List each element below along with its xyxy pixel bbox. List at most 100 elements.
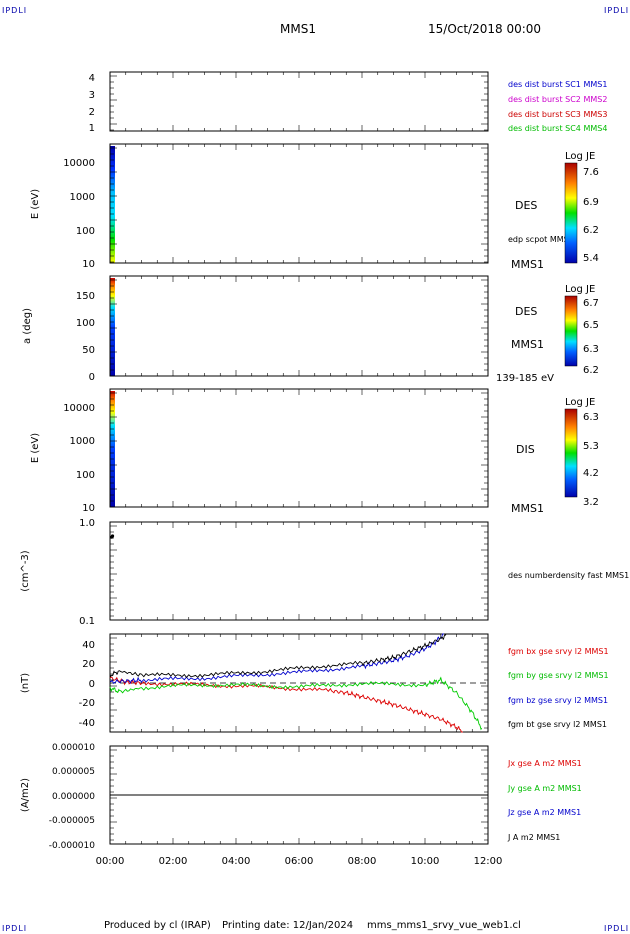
legend-burst-sc1: des dist burst SC1 MMS1 <box>508 80 607 89</box>
des-pitch-side-label: MMS1 <box>511 338 544 351</box>
colorbar-1-tick-6.9: 6.9 <box>583 197 599 208</box>
dis-energy-tick-1000: 1000 <box>70 436 95 447</box>
burst-tick-3: 3 <box>89 90 95 101</box>
des-pitch-tick-150: 150 <box>76 291 95 302</box>
bt-line <box>109 633 447 679</box>
dis-energy-tick-10: 10 <box>82 503 95 514</box>
bfield-tick-minus20: -20 <box>79 698 95 709</box>
des-energy-label: DES <box>515 199 537 212</box>
legend-by: fgm by gse srvy l2 MMS1 <box>508 671 609 680</box>
panel-current: (A/m2) 0.000010 0.000005 0.000000 -0.000… <box>20 743 582 867</box>
legend-burst-sc3: des dist burst SC3 MMS3 <box>508 110 607 119</box>
panel-dis-energy: E (eV) 10000 1000 100 10 DIS MMS1 Log JE… <box>30 388 599 515</box>
burst-tick-4: 4 <box>89 73 95 84</box>
current-tick-minus0.000005: -0.000005 <box>49 816 95 826</box>
des-energy-tick-10000: 10000 <box>63 158 95 169</box>
xtick-0000: 00:00 <box>96 856 125 867</box>
bfield-tick-20: 20 <box>82 659 95 670</box>
colorbar-1-tick-6.2: 6.2 <box>583 225 599 236</box>
colorbar-1 <box>564 162 578 264</box>
bfield-lines <box>109 633 488 733</box>
xtick-0600: 06:00 <box>285 856 314 867</box>
legend-jy: Jy gse A m2 MMS1 <box>507 784 582 793</box>
current-tick-0.000010: 0.000010 <box>52 743 95 753</box>
current-tick-0.000000: 0.000000 <box>52 792 95 802</box>
colorbar-3-title: Log JE <box>565 397 595 408</box>
current-ylabel: (A/m2) <box>20 778 31 812</box>
bfield-tick-40: 40 <box>82 640 95 651</box>
des-energy-side-label: MMS1 <box>511 258 544 271</box>
dis-energy-label: DIS <box>516 443 535 456</box>
footer-file-name: mms_mms1_srvy_vue_web1.cl <box>367 920 521 931</box>
des-pitch-data-strip <box>110 278 115 376</box>
panel-des-pitch-frame <box>109 275 489 377</box>
panel-des-energy-frame <box>109 143 489 264</box>
des-pitch-ylabel: a (deg) <box>22 308 33 344</box>
bfield-ylabel: (nT) <box>20 673 31 693</box>
colorbar-1-tick-7.6: 7.6 <box>583 167 599 178</box>
panel-dis-energy-frame <box>109 388 489 508</box>
legend-j: J A m2 MMS1 <box>507 833 560 842</box>
dis-energy-tick-10000: 10000 <box>63 403 95 414</box>
irap-logo-left: IPDLI <box>2 6 28 15</box>
irap-logo-right: IPDLI <box>604 6 630 15</box>
colorbar-3 <box>564 408 578 498</box>
dis-energy-ylabel: E (eV) <box>30 433 41 463</box>
colorbar-2-title: Log JE <box>565 284 595 295</box>
des-energy-overlay-label: edp scpot MMS1 <box>508 235 574 244</box>
bfield-tick-minus40: -40 <box>79 718 95 729</box>
bfield-tick-0: 0 <box>89 679 95 690</box>
colorbar-2-tick-6.2: 6.2 <box>583 365 599 376</box>
des-pitch-tick-50: 50 <box>82 345 95 356</box>
frame-ticks <box>109 72 489 844</box>
density-tick-1: 1.0 <box>79 518 95 529</box>
des-energy-ylabel: E (eV) <box>30 189 41 219</box>
bz-line <box>110 633 444 685</box>
panel-burst: 4 3 2 1 des dist burst SC1 MMS1 des dist… <box>89 71 607 134</box>
des-pitch-label: DES <box>515 305 537 318</box>
dis-energy-side-label: MMS1 <box>511 502 544 515</box>
colorbar-2-tick-6.3: 6.3 <box>583 344 599 355</box>
colorbar-3-tick-5.3: 5.3 <box>583 441 599 452</box>
xtick-1200: 12:00 <box>474 856 503 867</box>
legend-burst-sc2: des dist burst SC2 MMS2 <box>508 95 607 104</box>
colorbar-2-tick-6.5: 6.5 <box>583 320 599 331</box>
legend-jz: Jz gse A m2 MMS1 <box>507 808 581 817</box>
des-pitch-tick-0: 0 <box>89 372 95 383</box>
des-energy-data-strip <box>110 146 115 263</box>
density-ylabel: (cm^-3) <box>20 550 31 591</box>
panel-density-frame <box>109 521 489 621</box>
density-tick-0.1: 0.1 <box>79 616 95 627</box>
panel-des-energy: E (eV) 10000 1000 100 10 DES edp scpot M… <box>30 143 599 271</box>
colorbar-3-tick-6.3: 6.3 <box>583 412 599 423</box>
footer-produced-by: Produced by cl (IRAP) <box>104 920 211 931</box>
dis-energy-tick-100: 100 <box>76 470 95 481</box>
irap-logo-bottom-left: IPDLI <box>2 924 28 933</box>
legend-bx: fgm bx gse srvy l2 MMS1 <box>508 647 609 656</box>
colorbar-3-tick-3.2: 3.2 <box>583 497 599 508</box>
colorbar-1-tick-5.4: 5.4 <box>583 253 599 264</box>
burst-tick-1: 1 <box>89 123 95 134</box>
panel-bfield: (nT) 40 20 0 -20 -40 fgm bx gse srvy l2 … <box>20 633 609 733</box>
density-point <box>110 534 115 538</box>
colorbar-2-tick-6.7: 6.7 <box>583 298 599 309</box>
burst-tick-2: 2 <box>89 107 95 118</box>
xtick-0400: 04:00 <box>222 856 251 867</box>
legend-bt: fgm bt gse srvy l2 MMS1 <box>508 720 607 729</box>
des-pitch-tick-100: 100 <box>76 318 95 329</box>
current-tick-0.000005: 0.000005 <box>52 767 95 777</box>
xtick-1000: 10:00 <box>411 856 440 867</box>
legend-density: des numberdensity fast MMS1 <box>508 571 629 580</box>
legend-burst-sc4: des dist burst SC4 MMS4 <box>508 124 607 133</box>
colorbar-2 <box>564 295 578 367</box>
colorbar-1-title: Log JE <box>565 151 595 162</box>
xtick-0800: 08:00 <box>348 856 377 867</box>
des-energy-tick-1000: 1000 <box>70 192 95 203</box>
panel-des-pitch: a (deg) 150 100 50 0 DES MMS1 139-185 eV… <box>22 275 599 384</box>
bx-line <box>109 676 463 733</box>
footer-printing-date: Printing date: 12/Jan/2024 <box>222 920 354 931</box>
des-energy-tick-10: 10 <box>82 259 95 270</box>
legend-jx: Jx gse A m2 MMS1 <box>507 759 582 768</box>
irap-logo-bottom-right: IPDLI <box>604 924 630 933</box>
